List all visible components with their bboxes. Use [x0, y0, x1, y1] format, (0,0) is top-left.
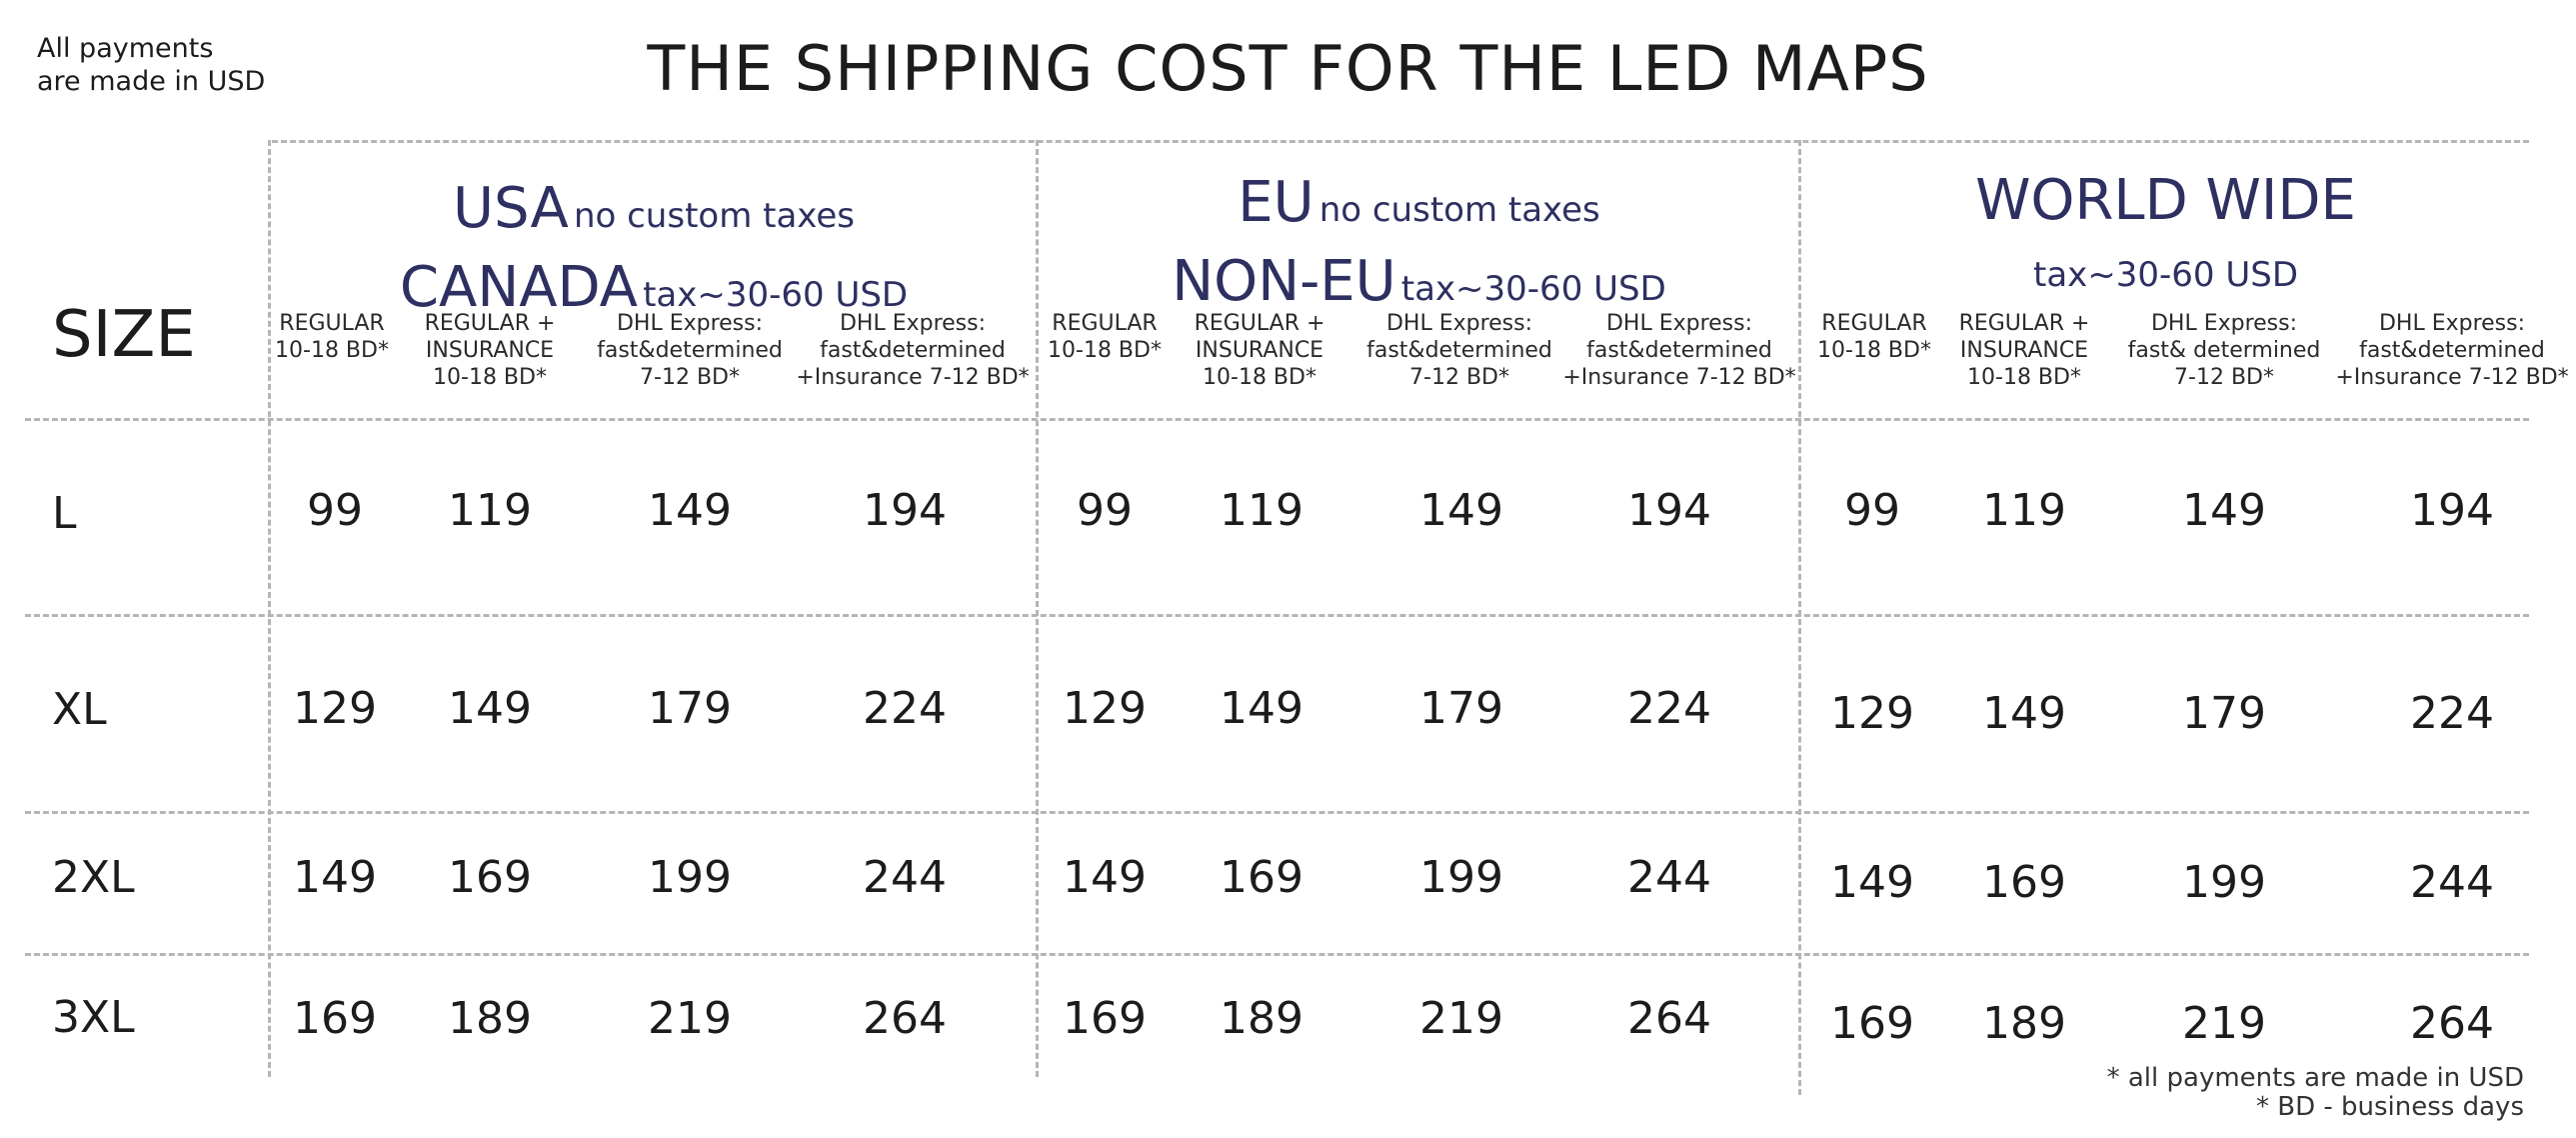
price-cell: 99 [1077, 485, 1133, 536]
price-cell: 179 [1419, 683, 1503, 734]
region-title: WORLD WIDE [1975, 168, 2356, 233]
column-subheader: DHL Express: fast&determined +Insurance … [796, 311, 1030, 390]
price-cell: 194 [863, 485, 947, 536]
region-tax-note: no custom taxes [573, 196, 856, 236]
price-cell: 224 [863, 683, 947, 734]
price-cell: 224 [1627, 683, 1711, 734]
price-cell: 119 [448, 485, 532, 536]
price-cell: 169 [293, 993, 377, 1044]
price-cell: 149 [1419, 485, 1503, 536]
size-label: L [52, 488, 77, 539]
price-cell: 224 [2410, 688, 2494, 739]
price-cell: 169 [1830, 998, 1914, 1049]
price-cell: 119 [1982, 485, 2066, 536]
column-subheader: DHL Express: fast&determined +Insurance … [2335, 311, 2569, 390]
column-subheader: REGULAR + INSURANCE 10-18 BD* [424, 311, 556, 390]
region-tax-note: no custom taxes [1318, 190, 1600, 230]
price-cell: 244 [863, 852, 947, 903]
price-cell: 189 [448, 993, 532, 1044]
price-cell: 189 [1220, 993, 1303, 1044]
price-cell: 219 [2182, 998, 2266, 1049]
price-cell: 99 [1844, 485, 1900, 536]
grid-line-row-xl [25, 811, 2529, 814]
price-cell: 149 [448, 683, 532, 734]
price-cell: 244 [2410, 857, 2494, 908]
price-cell: 219 [1419, 993, 1503, 1044]
price-cell: 99 [307, 485, 363, 536]
region-tax-note: tax~30-60 USD [643, 275, 909, 315]
top-note-line: All payments [37, 33, 214, 64]
top-payment-note: All payments are made in USD [37, 32, 265, 98]
region-tax-note: tax~30-60 USD [1400, 269, 1666, 309]
price-cell: 194 [2410, 485, 2494, 536]
price-cell: 149 [1830, 857, 1914, 908]
column-subheader: DHL Express: fast&determined +Insurance … [1562, 311, 1796, 390]
top-note-line: are made in USD [37, 66, 266, 97]
grid-line-row-l [25, 614, 2529, 617]
price-cell: 129 [293, 683, 377, 734]
price-cell: 179 [648, 683, 732, 734]
column-subheader: REGULAR + INSURANCE 10-18 BD* [1958, 311, 2090, 390]
price-cell: 244 [1627, 852, 1711, 903]
region-title: USA [452, 176, 569, 241]
footnote-business-days: * BD - business days [2256, 1092, 2524, 1122]
grid-line-col-3 [1798, 140, 1801, 1095]
price-cell: 169 [1982, 857, 2066, 908]
price-cell: 129 [1830, 688, 1914, 739]
price-cell: 129 [1063, 683, 1147, 734]
price-cell: 169 [448, 852, 532, 903]
region-title: CANADA [399, 255, 638, 320]
column-subheader: DHL Express: fast&determined 7-12 BD* [597, 311, 783, 390]
price-cell: 169 [1063, 993, 1147, 1044]
price-cell: 149 [293, 852, 377, 903]
region-header-eu: EU no custom taxes NON-EU tax~30-60 USD [1040, 170, 1798, 328]
price-cell: 199 [2182, 857, 2266, 908]
price-cell: 149 [2182, 485, 2266, 536]
column-subheader: DHL Express: fast&determined 7-12 BD* [1366, 311, 1552, 390]
price-cell: 194 [1627, 485, 1711, 536]
price-cell: 264 [2410, 998, 2494, 1049]
grid-line-col-1 [268, 140, 271, 1077]
column-subheader: DHL Express: fast& determined 7-12 BD* [2127, 311, 2321, 390]
price-cell: 149 [1220, 683, 1303, 734]
price-cell: 264 [863, 993, 947, 1044]
price-cell: 119 [1220, 485, 1303, 536]
price-cell: 219 [648, 993, 732, 1044]
size-label: 3XL [52, 992, 135, 1043]
page-title: THE SHIPPING COST FOR THE LED MAPS [647, 32, 1929, 105]
column-subheader: REGULAR + INSURANCE 10-18 BD* [1194, 311, 1325, 390]
region-title: EU [1238, 170, 1314, 235]
column-subheader: REGULAR 10-18 BD* [1817, 311, 1931, 363]
grid-line-col-2 [1036, 140, 1039, 1077]
price-cell: 149 [648, 485, 732, 536]
price-cell: 149 [1982, 688, 2066, 739]
price-cell: 199 [1419, 852, 1503, 903]
region-header-usa-canada: USA no custom taxes CANADA tax~30-60 USD [272, 176, 1036, 334]
price-cell: 179 [2182, 688, 2266, 739]
region-title: NON-EU [1172, 249, 1396, 314]
footnotes: * all payments are made in USD * BD - bu… [2107, 1064, 2524, 1122]
price-cell: 264 [1627, 993, 1711, 1044]
grid-line-header-bottom [25, 418, 2529, 421]
column-subheader: REGULAR 10-18 BD* [275, 311, 389, 363]
price-cell: 199 [648, 852, 732, 903]
region-header-world-wide: WORLD WIDE tax~30-60 USD [1802, 168, 2529, 309]
grid-line-row-2xl [25, 953, 2529, 956]
price-cell: 189 [1982, 998, 2066, 1049]
price-cell: 149 [1063, 852, 1147, 903]
region-tax-note: tax~30-60 USD [2032, 255, 2299, 295]
grid-line-top [272, 140, 2529, 143]
column-subheader: REGULAR 10-18 BD* [1048, 311, 1162, 363]
footnote-usd: * all payments are made in USD [2106, 1063, 2524, 1093]
size-column-header: SIZE [52, 298, 196, 372]
size-label: XL [52, 684, 107, 735]
size-label: 2XL [52, 852, 135, 903]
price-cell: 169 [1220, 852, 1303, 903]
